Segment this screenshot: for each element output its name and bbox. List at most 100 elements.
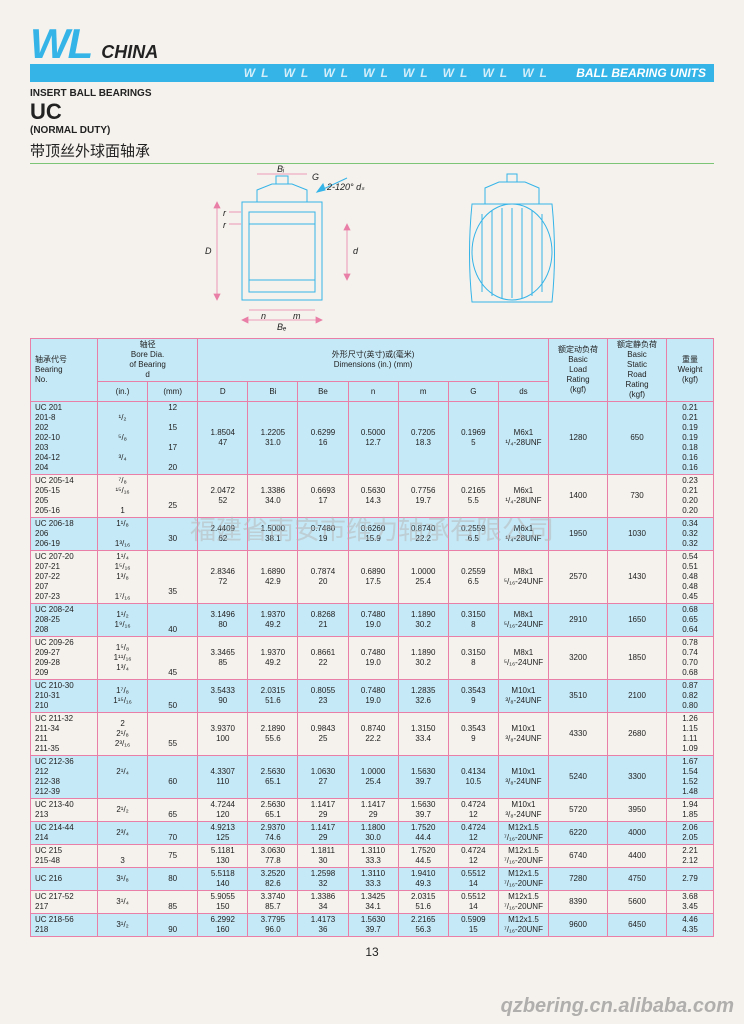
cell-n: 1.3425 34.1 [348,891,398,914]
th-G: G [448,382,498,402]
cell-G: 0.5512 14 [448,868,498,891]
cell-Be: 1.1417 29 [298,799,348,822]
cell-dyn: 6740 [549,845,608,868]
label-G: G [312,172,319,182]
th-model: 轴承代号 Bearing No. [31,339,98,402]
cell-models: UC 217-52 217 [31,891,98,914]
cell-D: 4.9213 125 [198,822,248,845]
th-stat: 额定静负荷 Basic Static Road Rating (kgf) [608,339,667,402]
cell-Be: 1.3386 34 [298,891,348,914]
cell-D: 5.5118 140 [198,868,248,891]
cell-Be: 1.4173 36 [298,914,348,937]
cell-models: UC 208-24 208-25 208 [31,604,98,637]
cell-models: UC 212-36 212 212-38 212-39 [31,756,98,799]
page-number: 13 [30,945,714,959]
front-diagram-icon [457,174,567,314]
cell-m: 1.5630 39.7 [398,799,448,822]
cell-m: 0.7205 18.3 [398,402,448,475]
cell-mm: 35 [148,551,198,604]
cell-D: 4.3307 110 [198,756,248,799]
label-d: d [353,246,359,256]
cell-G: 0.4724 12 [448,799,498,822]
cell-models: UC 211-32 211-34 211 211-35 [31,713,98,756]
th-dims-group: 外形尺寸(英寸)或(毫米) Dimensions (in.) (mm) [198,339,549,382]
th-ds: ds [498,382,548,402]
cell-stat: 1650 [608,604,667,637]
cell-ds: M6x1 ¹/₄-28UNF [498,518,548,551]
cell-G: 0.4724 12 [448,845,498,868]
cell-dyn: 1950 [549,518,608,551]
cell-models: UC 205-14 205-15 205 205-16 [31,475,98,518]
cell-n: 1.0000 25.4 [348,756,398,799]
cell-dyn: 1400 [549,475,608,518]
table-row: UC 212-36 212 212-38 212-392¹/₄ 604.3307… [31,756,714,799]
cell-D: 2.8346 72 [198,551,248,604]
cell-m: 1.7520 44.5 [398,845,448,868]
cell-Bi: 3.3740 85.7 [248,891,298,914]
cell-wt: 1.94 1.85 [667,799,714,822]
cell-m: 1.2835 32.6 [398,680,448,713]
cell-in: 2¹/₂ [98,799,148,822]
cell-models: UC 215 215-48 [31,845,98,868]
cell-m: 1.9410 49.3 [398,868,448,891]
cell-D: 5.1181 130 [198,845,248,868]
cell-n: 1.3110 33.3 [348,868,398,891]
cell-m: 0.7756 19.7 [398,475,448,518]
cell-D: 3.3465 85 [198,637,248,680]
cell-wt: 0.34 0.32 0.32 [667,518,714,551]
cell-models: UC 214-44 214 [31,822,98,845]
cell-stat: 6450 [608,914,667,937]
cell-Be: 0.7874 20 [298,551,348,604]
logo: WL [30,20,91,68]
cell-n: 1.1417 29 [348,799,398,822]
th-weight: 重量 Weight (kgf) [667,339,714,402]
cell-G: 0.5512 14 [448,891,498,914]
cell-mm: 12 15 17 20 [148,402,198,475]
th-Be: Be [298,382,348,402]
cell-ds: M12x1.5 ⁷/₁₆-20UNF [498,822,548,845]
cell-dyn: 4330 [549,713,608,756]
title-rule [30,163,714,164]
cell-n: 0.7480 19.0 [348,680,398,713]
cell-wt: 0.87 0.82 0.80 [667,680,714,713]
cell-D: 3.9370 100 [198,713,248,756]
cell-stat: 650 [608,402,667,475]
cell-mm: 40 [148,604,198,637]
cell-in: 3¹/₈ [98,868,148,891]
cell-Bi: 1.2205 31.0 [248,402,298,475]
cell-G: 0.2165 5.5 [448,475,498,518]
cell-wt: 0.68 0.65 0.64 [667,604,714,637]
cell-in: 1¹/₈ 1³/₁₆ [98,518,148,551]
cell-wt: 2.79 [667,868,714,891]
chinese-title: 带顶丝外球面轴承 [30,140,714,161]
th-dyn: 额定动负荷 Basic Load Rating (kgf) [549,339,608,402]
table-row: UC 213-40 2132¹/₂ 654.7244 1202.5630 65.… [31,799,714,822]
cell-Be: 0.8268 21 [298,604,348,637]
cell-wt: 1.26 1.15 1.11 1.09 [667,713,714,756]
cell-mm: 25 [148,475,198,518]
cell-stat: 1030 [608,518,667,551]
cell-m: 1.1890 30.2 [398,604,448,637]
cell-n: 0.8740 22.2 [348,713,398,756]
label-m: m [293,311,301,321]
cell-Be: 0.6299 16 [298,402,348,475]
cell-in: 2 2¹/₈ 2³/₁₆ [98,713,148,756]
cell-Bi: 2.5630 65.1 [248,799,298,822]
cell-m: 0.8740 22.2 [398,518,448,551]
cell-dyn: 3510 [549,680,608,713]
cell-G: 0.4724 12 [448,822,498,845]
table-row: UC 215 215-48 3755.1181 1303.0630 77.81.… [31,845,714,868]
label-D: D [205,246,212,256]
cell-Bi: 1.6890 42.9 [248,551,298,604]
cell-models: UC 207-20 207-21 207-22 207 207-23 [31,551,98,604]
cell-in: 2³/₄ [98,822,148,845]
duty-label: (NORMAL DUTY) [30,125,714,136]
cell-ds: M12x1.5 ⁷/₁₆-20UNF [498,868,548,891]
cell-m: 2.2165 56.3 [398,914,448,937]
cell-in: 1¹/₄ 1⁵/₁₆ 1³/₈ 1⁷/₁₆ [98,551,148,604]
cell-G: 0.2559 6.5 [448,551,498,604]
cell-mm: 85 [148,891,198,914]
th-mm: (mm) [148,382,198,402]
cell-ds: M10x1 ³/₈-24UNF [498,756,548,799]
cell-Be: 1.0630 27 [298,756,348,799]
